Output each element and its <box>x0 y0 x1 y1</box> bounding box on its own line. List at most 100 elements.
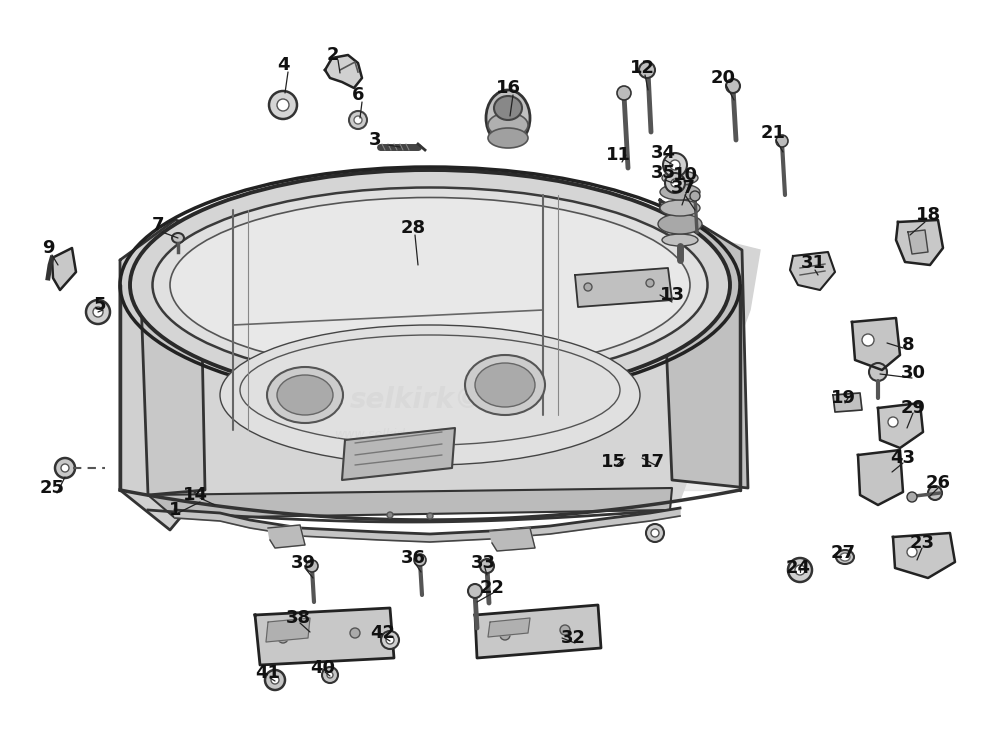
Circle shape <box>690 191 700 201</box>
Polygon shape <box>490 528 535 551</box>
Circle shape <box>663 153 687 177</box>
Circle shape <box>278 633 288 643</box>
Text: 2: 2 <box>327 46 339 64</box>
Polygon shape <box>140 237 205 495</box>
Circle shape <box>500 630 510 640</box>
Text: www.selkirk.com: www.selkirk.com <box>335 428 440 441</box>
Text: 26: 26 <box>926 474 950 492</box>
Polygon shape <box>833 393 862 412</box>
Circle shape <box>584 283 592 291</box>
Polygon shape <box>255 608 394 665</box>
Circle shape <box>646 279 654 287</box>
Polygon shape <box>52 248 76 290</box>
Text: 27: 27 <box>830 544 856 562</box>
Circle shape <box>665 173 685 193</box>
Polygon shape <box>120 285 740 490</box>
Polygon shape <box>148 488 672 518</box>
Ellipse shape <box>220 325 640 465</box>
Text: 5: 5 <box>94 296 106 314</box>
Circle shape <box>869 363 887 381</box>
Circle shape <box>386 636 394 644</box>
Text: 3: 3 <box>369 131 381 149</box>
Circle shape <box>349 111 367 129</box>
Ellipse shape <box>465 355 545 415</box>
Ellipse shape <box>130 170 730 400</box>
Polygon shape <box>125 168 760 510</box>
Text: 17: 17 <box>640 453 664 471</box>
Ellipse shape <box>840 553 850 561</box>
Text: 23: 23 <box>910 534 934 552</box>
Polygon shape <box>266 618 310 642</box>
Ellipse shape <box>152 187 708 383</box>
Text: 16: 16 <box>496 79 520 97</box>
Circle shape <box>646 524 664 542</box>
Circle shape <box>322 667 338 683</box>
Polygon shape <box>488 618 530 637</box>
Circle shape <box>387 512 393 518</box>
Polygon shape <box>325 55 362 88</box>
Text: 19: 19 <box>830 389 856 407</box>
Circle shape <box>776 135 788 147</box>
Text: 9: 9 <box>42 239 54 257</box>
Ellipse shape <box>170 198 690 372</box>
Ellipse shape <box>660 200 700 216</box>
Polygon shape <box>893 533 955 578</box>
Ellipse shape <box>660 184 700 200</box>
Text: 25: 25 <box>40 479 64 497</box>
Circle shape <box>427 513 433 519</box>
Circle shape <box>651 529 659 537</box>
Ellipse shape <box>836 550 854 564</box>
Polygon shape <box>896 220 943 265</box>
Circle shape <box>862 334 874 346</box>
Text: 43: 43 <box>891 449 916 467</box>
Text: 6: 6 <box>352 86 364 104</box>
Polygon shape <box>908 230 928 254</box>
Text: 1: 1 <box>169 501 181 519</box>
Text: 11: 11 <box>606 146 631 164</box>
Polygon shape <box>878 403 923 448</box>
Text: 18: 18 <box>915 206 941 224</box>
Text: 42: 42 <box>370 624 396 642</box>
Circle shape <box>639 62 655 78</box>
Polygon shape <box>575 268 672 307</box>
Text: 24: 24 <box>786 559 810 577</box>
Circle shape <box>86 300 110 324</box>
Circle shape <box>480 559 494 573</box>
Circle shape <box>788 558 812 582</box>
Circle shape <box>468 584 482 598</box>
Ellipse shape <box>267 367 343 423</box>
Polygon shape <box>790 252 835 290</box>
Text: 20: 20 <box>710 69 736 87</box>
Circle shape <box>907 492 917 502</box>
Circle shape <box>671 179 679 187</box>
Ellipse shape <box>486 90 530 146</box>
Circle shape <box>265 670 285 690</box>
Text: 33: 33 <box>471 554 496 572</box>
Ellipse shape <box>488 113 528 137</box>
Text: 7: 7 <box>152 216 164 234</box>
Text: 30: 30 <box>900 364 926 382</box>
Circle shape <box>381 631 399 649</box>
Text: 4: 4 <box>277 56 289 74</box>
Text: 39: 39 <box>290 554 316 572</box>
Circle shape <box>306 560 318 572</box>
Polygon shape <box>852 318 900 370</box>
Text: 14: 14 <box>182 486 208 504</box>
Text: 12: 12 <box>630 59 654 77</box>
Circle shape <box>888 417 898 427</box>
Text: 37: 37 <box>670 179 696 197</box>
Circle shape <box>269 91 297 119</box>
Text: 40: 40 <box>310 659 336 677</box>
Ellipse shape <box>172 233 184 243</box>
Polygon shape <box>342 428 455 480</box>
Text: 29: 29 <box>900 399 926 417</box>
Ellipse shape <box>662 234 698 246</box>
Polygon shape <box>858 450 903 505</box>
Text: 38: 38 <box>285 609 311 627</box>
Circle shape <box>277 99 289 111</box>
Circle shape <box>271 676 279 684</box>
Circle shape <box>55 458 75 478</box>
Text: 36: 36 <box>400 549 426 567</box>
Circle shape <box>670 160 680 170</box>
Polygon shape <box>175 508 680 542</box>
